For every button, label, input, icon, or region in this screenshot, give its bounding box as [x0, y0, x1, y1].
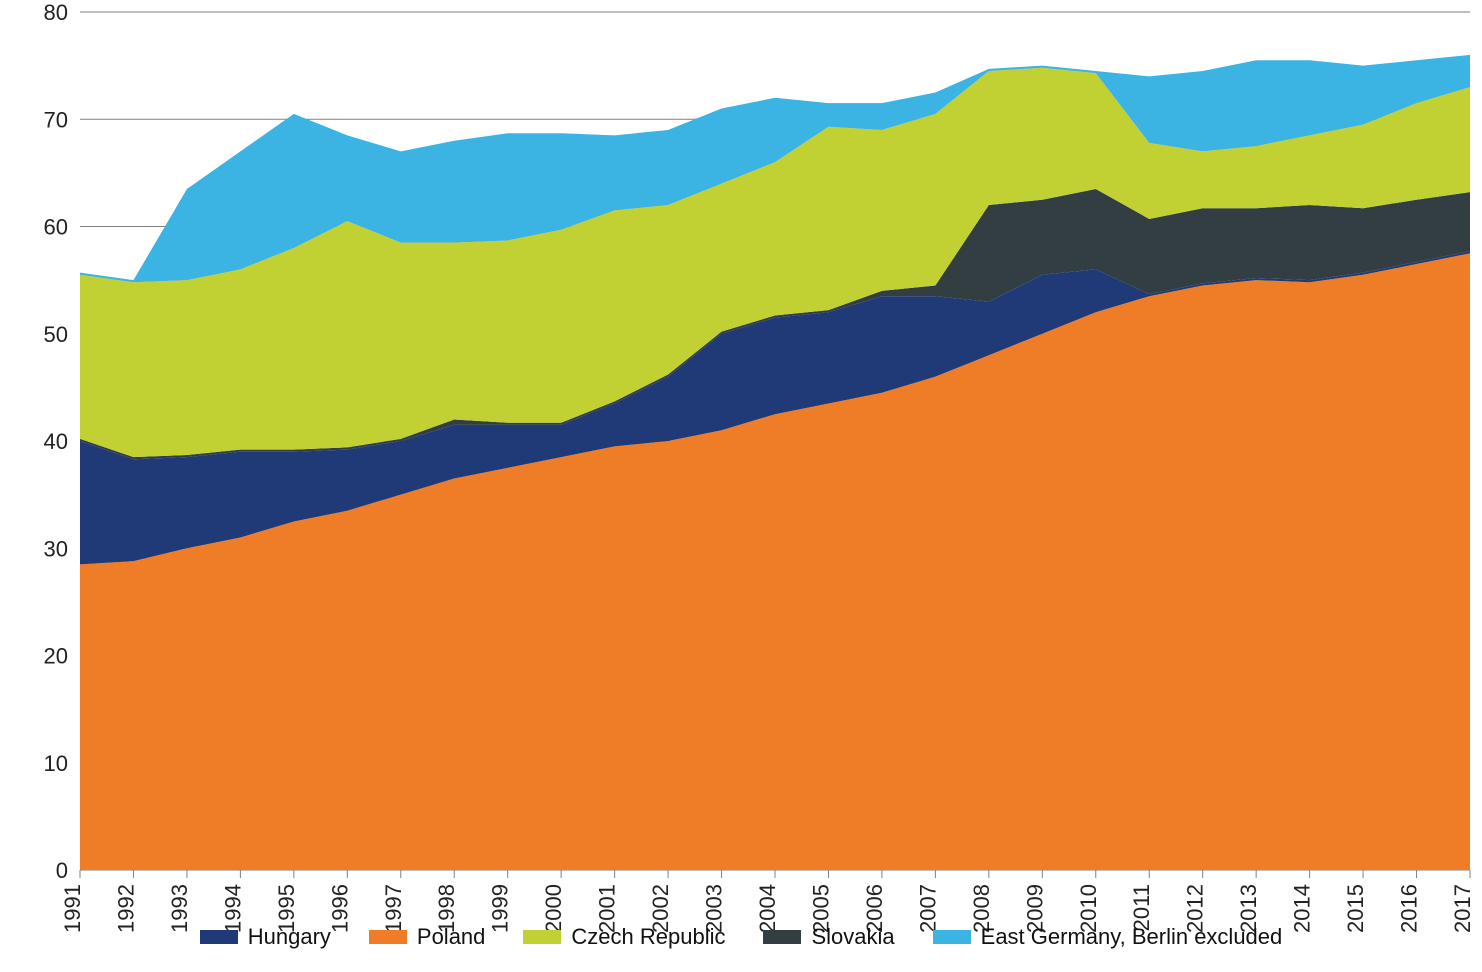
legend-label-poland: Poland	[417, 924, 486, 950]
y-tick-label: 10	[44, 751, 68, 776]
legend-swatch-slovakia	[763, 930, 801, 944]
legend-item-czech: Czech Republic	[523, 924, 725, 950]
legend-swatch-hungary	[200, 930, 238, 944]
legend-label-hungary: Hungary	[248, 924, 331, 950]
y-tick-label: 0	[56, 858, 68, 883]
y-tick-label: 60	[44, 215, 68, 240]
legend-item-poland: Poland	[369, 924, 486, 950]
legend-item-east_germany: East Germany, Berlin excluded	[933, 924, 1283, 950]
legend-label-east_germany: East Germany, Berlin excluded	[981, 924, 1283, 950]
stacked-area-chart: 0102030405060708019911992199319941995199…	[0, 0, 1482, 972]
y-tick-label: 40	[44, 429, 68, 454]
legend-label-czech: Czech Republic	[571, 924, 725, 950]
y-tick-label: 70	[44, 107, 68, 132]
legend-swatch-czech	[523, 930, 561, 944]
legend-item-slovakia: Slovakia	[763, 924, 894, 950]
y-tick-label: 80	[44, 0, 68, 25]
y-tick-label: 50	[44, 322, 68, 347]
legend-swatch-east_germany	[933, 930, 971, 944]
legend-label-slovakia: Slovakia	[811, 924, 894, 950]
legend-item-hungary: Hungary	[200, 924, 331, 950]
y-tick-label: 20	[44, 644, 68, 669]
legend-swatch-poland	[369, 930, 407, 944]
chart-svg: 0102030405060708019911992199319941995199…	[0, 0, 1482, 972]
legend: Hungary Poland Czech Republic Slovakia East …	[0, 924, 1482, 950]
y-tick-label: 30	[44, 536, 68, 561]
